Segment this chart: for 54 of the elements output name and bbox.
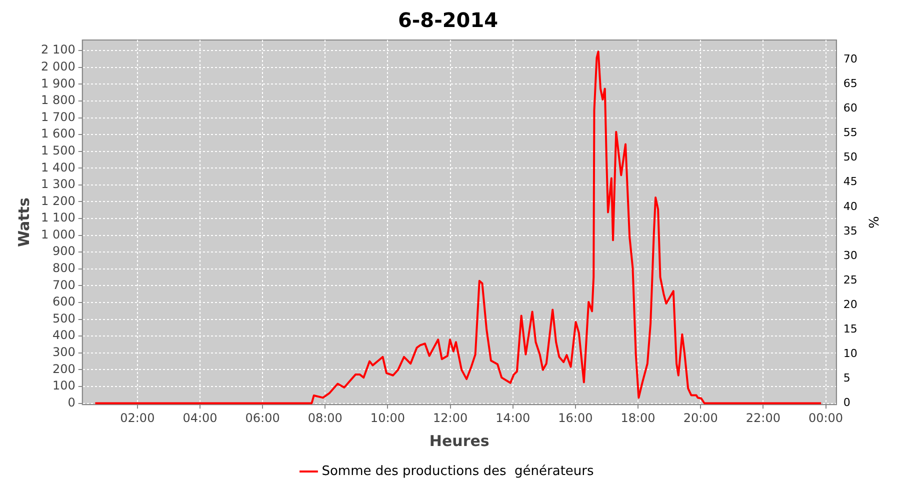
y-tick-label: 1 100 bbox=[40, 210, 76, 225]
y-tick-label: 1 200 bbox=[40, 194, 76, 208]
y-tick-label: 2 100 bbox=[40, 42, 76, 57]
y-tick-label: 500 bbox=[52, 311, 76, 326]
y2-tick-label: 30 bbox=[843, 248, 858, 262]
y-tick-label: 2 000 bbox=[40, 60, 76, 74]
x-tick-label: 08:00 bbox=[308, 410, 342, 425]
y-tick-label: 1 600 bbox=[40, 126, 76, 141]
y2-axis-title: % bbox=[864, 216, 880, 228]
x-tick-label: 04:00 bbox=[182, 410, 218, 425]
y-tick-label: 400 bbox=[52, 328, 76, 342]
y2-tick-label: 65 bbox=[843, 77, 858, 90]
y-tick-label: 1 800 bbox=[40, 93, 76, 108]
y-tick-label: 1 900 bbox=[40, 76, 76, 90]
x-tick-label: 14:00 bbox=[496, 410, 530, 425]
x-tick-label: 18:00 bbox=[620, 410, 656, 425]
y2-tick-label: 45 bbox=[843, 175, 858, 188]
y2-tick-label: 0 bbox=[843, 396, 850, 410]
y2-tick-label: 20 bbox=[843, 298, 858, 311]
y2-tick-label: 15 bbox=[843, 322, 858, 336]
y-tick-label: 300 bbox=[52, 345, 76, 359]
y2-tick-label: 5 bbox=[843, 372, 850, 385]
y2-tick-label: 40 bbox=[843, 200, 858, 213]
y-tick-label: 900 bbox=[52, 244, 76, 258]
x-tick-label: 00:00 bbox=[808, 410, 844, 425]
y-tick-label: 800 bbox=[52, 261, 76, 276]
y-tick-label: 0 bbox=[68, 395, 76, 410]
y-tick-label: 1 300 bbox=[40, 177, 76, 192]
x-tick-label: 02:00 bbox=[120, 410, 155, 425]
y-tick-label: 600 bbox=[52, 294, 76, 309]
y-tick-label: 1 700 bbox=[40, 110, 76, 124]
y2-tick-label: 60 bbox=[843, 102, 858, 115]
x-tick-label: 20:00 bbox=[683, 410, 718, 425]
y-tick-label: 200 bbox=[52, 362, 76, 376]
y2-tick-label: 35 bbox=[843, 224, 858, 238]
y-tick-label: 100 bbox=[52, 378, 76, 393]
y-axis-title: Watts bbox=[14, 198, 33, 248]
y2-tick-label: 10 bbox=[843, 347, 858, 360]
y-tick-label: 700 bbox=[52, 278, 76, 292]
x-tick-label: 16:00 bbox=[558, 410, 593, 425]
y2-tick-label: 25 bbox=[843, 273, 858, 286]
y-tick-label: 1 000 bbox=[40, 227, 76, 242]
x-tick-label: 12:00 bbox=[433, 410, 468, 425]
chart-title: 6-8-2014 bbox=[398, 8, 498, 32]
y2-tick-label: 55 bbox=[843, 126, 858, 140]
y2-tick-label: 50 bbox=[843, 150, 858, 164]
x-tick-label: 06:00 bbox=[245, 410, 280, 425]
x-tick-label: 10:00 bbox=[370, 410, 406, 425]
y2-tick-label: 70 bbox=[843, 52, 858, 66]
y-tick-label: 1 400 bbox=[40, 160, 76, 174]
legend-label: Somme des productions des générateurs bbox=[322, 464, 594, 479]
x-tick-label: 22:00 bbox=[746, 410, 780, 425]
x-axis-title: Heures bbox=[429, 432, 490, 450]
y-tick-label: 1 500 bbox=[40, 143, 76, 158]
